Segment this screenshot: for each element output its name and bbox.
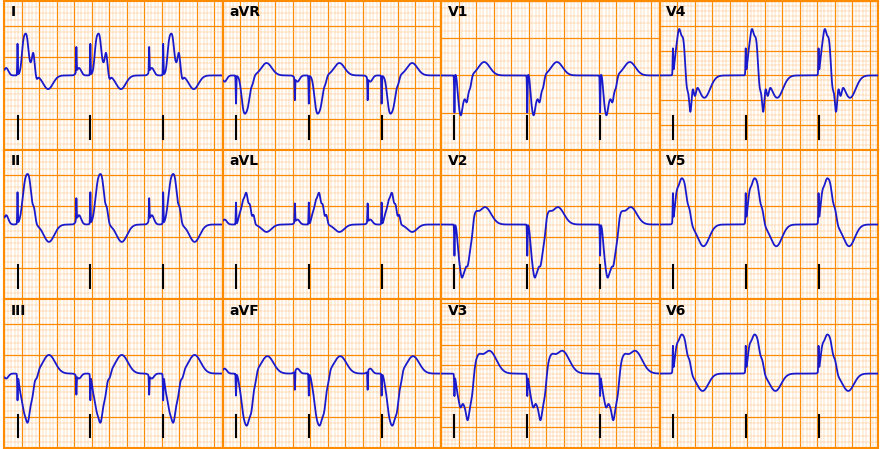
Text: III: III: [11, 304, 26, 317]
Text: V3: V3: [448, 304, 468, 317]
Text: II: II: [11, 154, 21, 168]
Text: I: I: [11, 5, 16, 19]
Text: aVL: aVL: [230, 154, 259, 168]
Text: V2: V2: [448, 154, 468, 168]
Text: aVR: aVR: [230, 5, 260, 19]
Text: V5: V5: [666, 154, 686, 168]
Text: aVF: aVF: [230, 304, 260, 317]
Text: V1: V1: [448, 5, 468, 19]
Text: V4: V4: [666, 5, 686, 19]
Text: V6: V6: [666, 304, 686, 317]
